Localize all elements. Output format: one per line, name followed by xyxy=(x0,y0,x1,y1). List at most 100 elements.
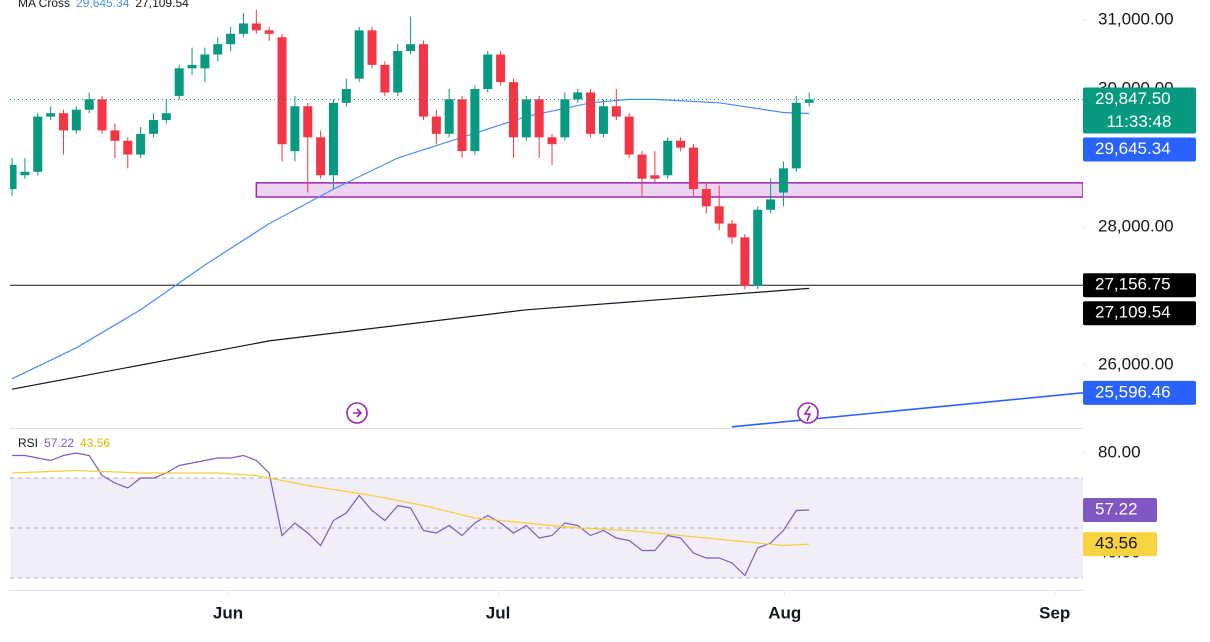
plot-area xyxy=(10,452,1083,579)
candle-body xyxy=(238,23,248,34)
candle-body xyxy=(766,199,776,210)
candle-body xyxy=(701,189,711,207)
line xyxy=(11,287,810,390)
candle-body xyxy=(598,106,608,134)
candle-body xyxy=(264,30,274,34)
line xyxy=(12,452,810,577)
candle-body xyxy=(688,147,698,190)
y-tick-label: 80.00 xyxy=(1098,442,1141,461)
candle-body xyxy=(740,237,750,286)
candle-body xyxy=(213,44,223,55)
candle-body xyxy=(303,106,313,138)
candle-body xyxy=(431,116,441,134)
candle-body xyxy=(84,99,94,110)
replay-icon[interactable] xyxy=(346,402,368,424)
candle-body xyxy=(573,92,583,100)
candle-body xyxy=(457,99,467,152)
price-label: 27,156.75 xyxy=(1095,275,1171,294)
plot-area xyxy=(10,9,1083,428)
candle-body xyxy=(791,102,801,169)
candle-body xyxy=(46,113,56,117)
candle-body xyxy=(663,140,673,176)
price-label-box xyxy=(1083,380,1196,405)
candle-body xyxy=(547,137,557,145)
candle-body xyxy=(226,33,236,45)
candle-body xyxy=(483,54,493,90)
alert-icon[interactable] xyxy=(797,402,819,424)
y-tick-label: 28,000.00 xyxy=(1098,216,1174,235)
candle-body xyxy=(393,51,403,93)
price-label-box xyxy=(1083,87,1196,134)
candle-body xyxy=(251,23,261,31)
zone xyxy=(255,182,1083,198)
pane: 26,000.0028,000.0030,000.0031,000.00JunJ… xyxy=(10,0,1196,622)
candle-body xyxy=(676,140,686,148)
candle-body xyxy=(10,164,17,190)
candle-body xyxy=(316,137,326,176)
candle-body xyxy=(123,140,133,155)
candle-body xyxy=(380,64,390,93)
candle-body xyxy=(586,92,596,134)
candle-body xyxy=(161,113,171,121)
candle-body xyxy=(778,168,788,193)
legend: MA Cross 29,645.34 27,109.54 xyxy=(18,0,189,10)
price-label: 43.56 xyxy=(1095,534,1138,553)
x-tick-label: Sep xyxy=(1039,603,1070,622)
price-label-box xyxy=(1083,301,1196,326)
price-label: 29,645.34 xyxy=(1095,139,1171,158)
candle-body xyxy=(611,106,621,117)
candle-body xyxy=(521,99,531,138)
candle-body xyxy=(148,120,158,134)
candle-body xyxy=(714,206,724,224)
legend-item: 27,109.54 xyxy=(135,0,189,10)
candle-body xyxy=(174,68,184,96)
candle-body xyxy=(444,99,454,134)
candle-body xyxy=(753,209,763,286)
candle-body xyxy=(341,89,351,103)
candle-body xyxy=(110,130,120,141)
candle-body xyxy=(58,113,68,131)
line xyxy=(12,469,810,547)
price-label: 25,596.46 xyxy=(1095,382,1171,401)
candle-body xyxy=(470,89,480,152)
x-tick-label: Aug xyxy=(768,603,801,622)
candle-body xyxy=(328,102,338,176)
candle-body xyxy=(33,116,43,172)
candle-body xyxy=(534,99,544,138)
candle-body xyxy=(496,54,506,83)
candle-body xyxy=(406,44,416,52)
candle-body xyxy=(650,175,660,179)
price-label-box xyxy=(1083,532,1157,557)
x-tick-label: Jul xyxy=(486,603,511,622)
candle-body xyxy=(354,30,364,79)
candle-body xyxy=(727,223,737,238)
x-tick-label: Jun xyxy=(213,603,243,622)
candle-body xyxy=(560,99,570,138)
legend: RSI 57.22 43.56 xyxy=(18,436,110,450)
y-tick-label: 31,000.00 xyxy=(1098,9,1174,28)
countdown: 11:33:48 xyxy=(1107,112,1172,131)
price-label: 29,847.50 xyxy=(1095,89,1171,108)
candle-body xyxy=(290,106,300,152)
candle-body xyxy=(508,82,518,138)
candle-body xyxy=(804,99,814,103)
price-label: 27,109.54 xyxy=(1095,303,1171,322)
legend-item: 29,645.34 xyxy=(76,0,130,10)
candle-body xyxy=(187,64,197,69)
candle-body xyxy=(277,37,287,145)
price-label-box xyxy=(1083,273,1196,298)
candle-body xyxy=(367,30,377,65)
y-tick-label: 26,000.00 xyxy=(1098,354,1174,373)
candle-body xyxy=(97,99,107,131)
candle-body xyxy=(624,116,634,155)
candle-body xyxy=(418,44,428,117)
legend-item: RSI xyxy=(18,436,38,450)
candle-body xyxy=(20,171,30,176)
candle-body xyxy=(637,154,647,179)
price-label-box xyxy=(1083,137,1196,162)
price-label: 57.22 xyxy=(1095,499,1138,518)
legend-item: MA Cross xyxy=(18,0,70,10)
candle-body xyxy=(71,109,81,131)
